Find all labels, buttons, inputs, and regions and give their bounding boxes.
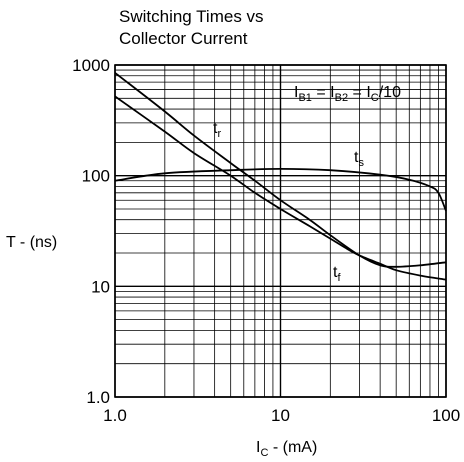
y-tick-label: 100 <box>82 167 110 186</box>
curves <box>114 72 447 281</box>
chart-title-line-2: Collector Current <box>119 29 248 48</box>
series-label-tf: tf <box>333 264 341 284</box>
y-tick-label: 1.0 <box>86 388 110 407</box>
series-label-ts: ts <box>354 149 364 169</box>
y-tick-labels: 1.0 10 100 1000 <box>72 56 110 407</box>
condition-label: IB1 = IB2 = IC/10 <box>294 84 401 104</box>
x-tick-labels: 1.0 10 100 <box>103 406 460 425</box>
x-axis-label-text: IC - (mA) <box>256 439 317 459</box>
x-axis-label: IC - (mA) <box>256 439 317 459</box>
y-tick-label: 1000 <box>72 56 110 75</box>
series-label-tr: tr <box>213 120 221 140</box>
x-tick-label: 100 <box>432 406 460 425</box>
series-line-tr <box>114 72 447 268</box>
plot-frame <box>114 64 447 398</box>
condition-text: IB1 = IB2 = IC/10 <box>294 84 401 104</box>
series-line-ts <box>114 167 447 212</box>
y-axis-label: T - (ns) <box>6 234 57 251</box>
chart-title-line-1: Switching Times vs <box>119 7 264 26</box>
chart-title: Switching Times vs Collector Current <box>119 6 264 50</box>
y-tick-label: 10 <box>91 277 110 296</box>
x-tick-label: 10 <box>271 406 290 425</box>
series-line-tf <box>114 95 447 281</box>
series-labels: tr ts tf <box>213 120 364 284</box>
x-tick-label: 1.0 <box>103 406 127 425</box>
